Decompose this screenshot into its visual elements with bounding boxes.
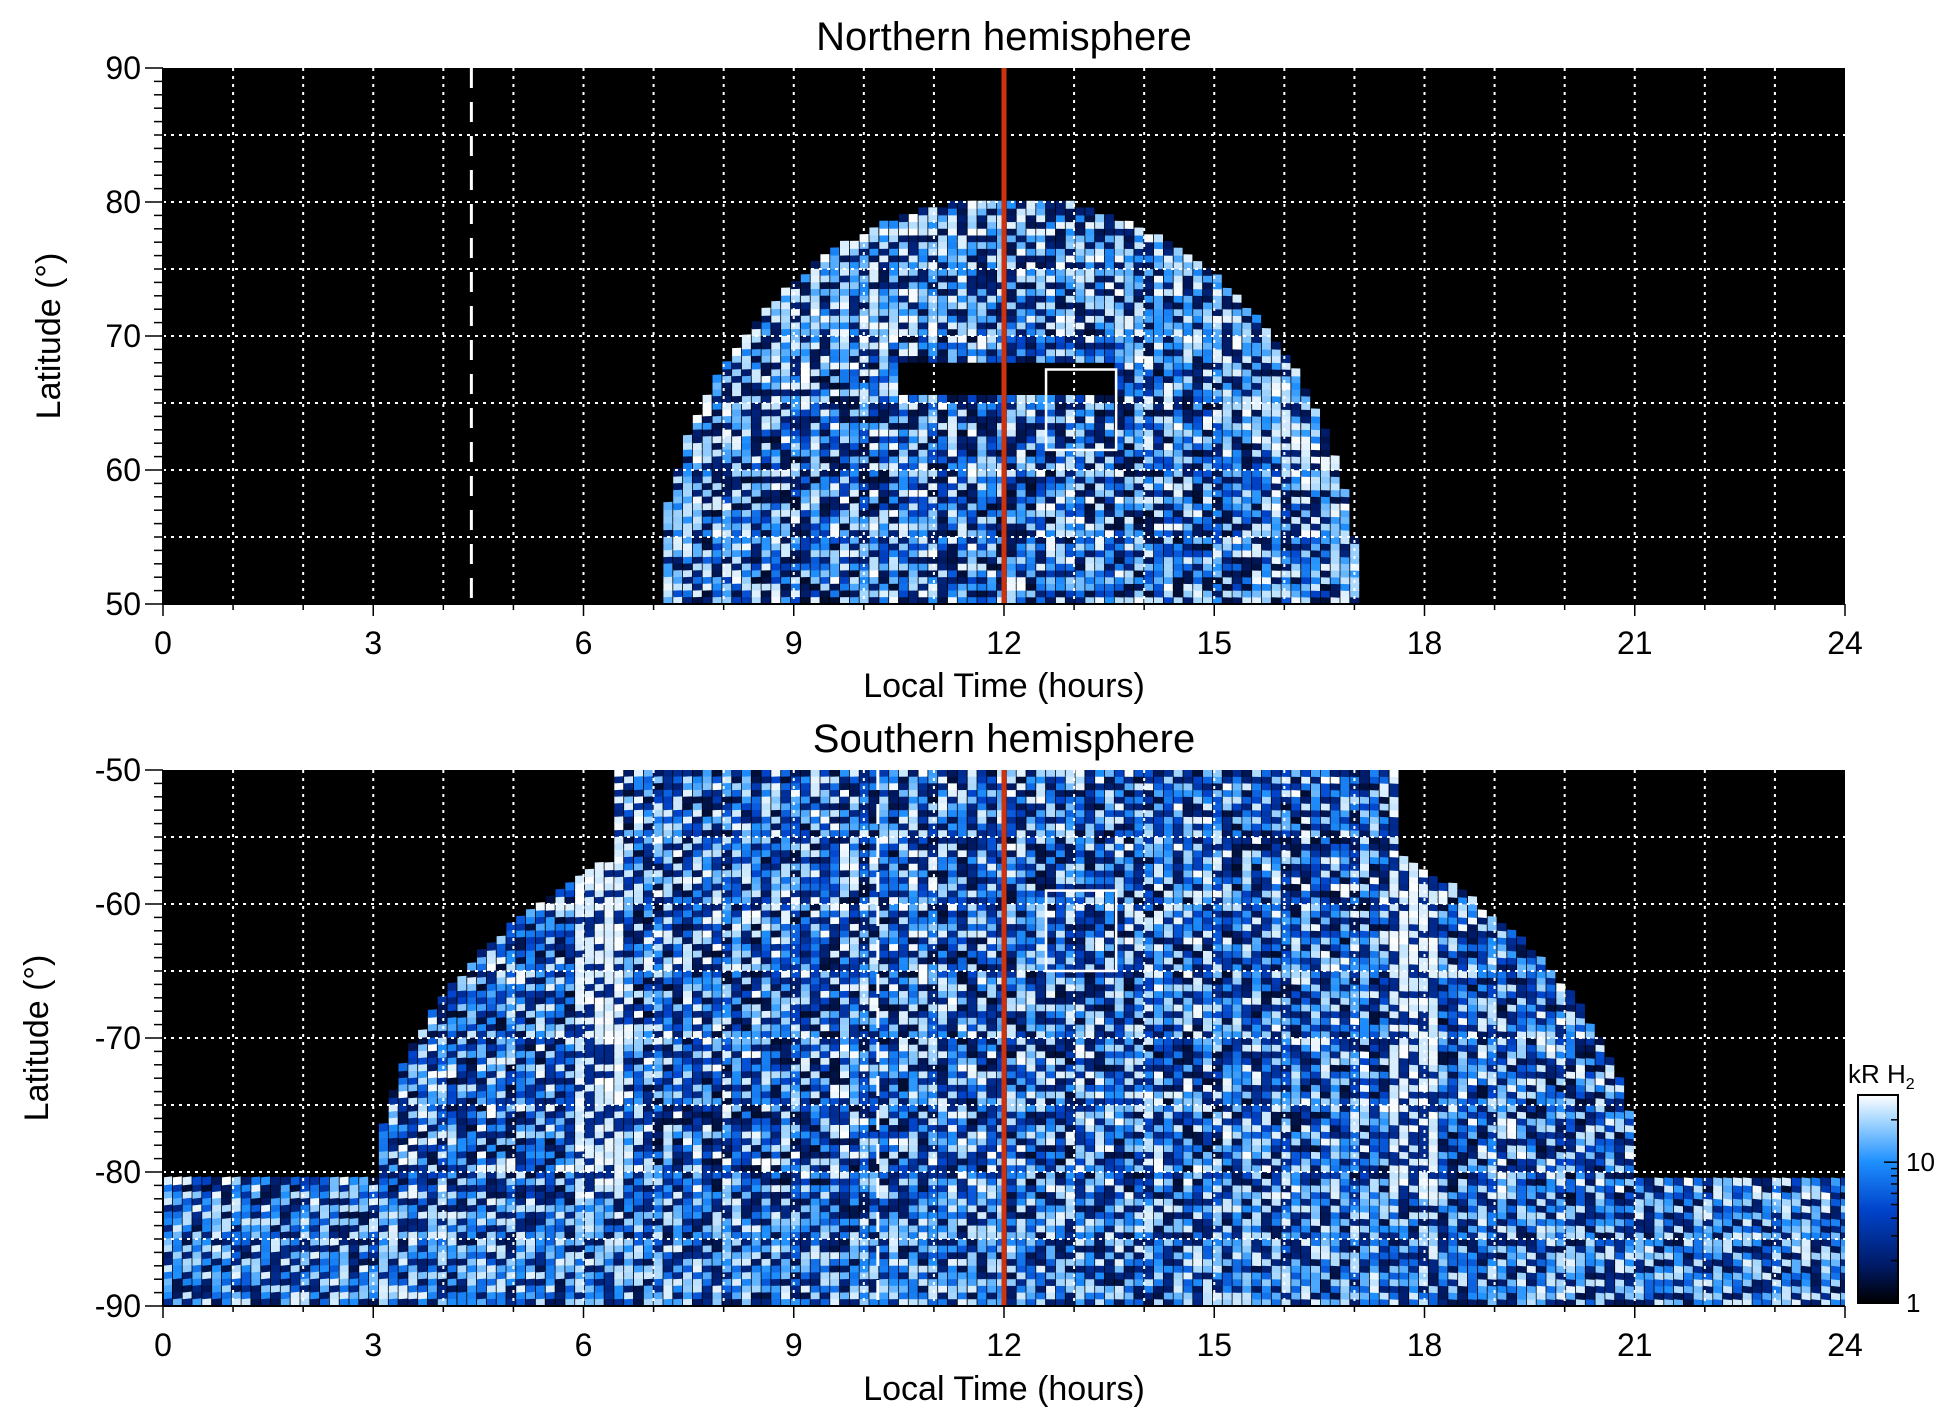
- northern-panel: Northern hemisphere 0 3 6 9 12 15 18 21 24 50 60 70…: [30, 15, 1863, 705]
- south-heatmap: [163, 770, 1845, 1306]
- highlight-box: [1044, 889, 1118, 973]
- y-tick-label: -70: [95, 1020, 141, 1056]
- x-tick-label: 0: [154, 1327, 172, 1363]
- south-title: Southern hemisphere: [813, 717, 1195, 761]
- x-tick-label: 3: [364, 1327, 382, 1363]
- x-tick-label: 24: [1827, 1327, 1863, 1363]
- north-axes: 0 3 6 9 12 15 18 21 24 50 60 70 80 90: [105, 50, 1862, 661]
- x-tick-label: 21: [1617, 1327, 1653, 1363]
- north-overlays: [469, 68, 1118, 604]
- y-tick-label: -50: [95, 752, 141, 788]
- x-tick-label: 12: [986, 625, 1022, 661]
- colorbar-tick-label: 1: [1906, 1288, 1920, 1318]
- x-tick-label: 18: [1407, 625, 1443, 661]
- y-tick-label: -60: [95, 886, 141, 922]
- y-tick-label: 80: [105, 184, 141, 220]
- x-tick-label: 12: [986, 1327, 1022, 1363]
- y-tick-label: 50: [105, 586, 141, 622]
- south-axes: 0 3 6 9 12 15 18 21 24 -90 -80 -70 -60 -50: [95, 752, 1863, 1363]
- y-tick-label: 60: [105, 452, 141, 488]
- north-xlabel: Local Time (hours): [863, 667, 1145, 705]
- colorbar-label: kR H2: [1848, 1059, 1915, 1093]
- y-tick-label: -80: [95, 1154, 141, 1190]
- south-overlays: [876, 770, 1118, 1306]
- y-tick-label: -90: [95, 1288, 141, 1324]
- x-tick-label: 9: [785, 1327, 803, 1363]
- y-tick-label: 70: [105, 318, 141, 354]
- x-tick-label: 6: [575, 625, 593, 661]
- colorbar: kR H2 1 10: [1848, 1059, 1935, 1318]
- colorbar-gradient: [1857, 1094, 1899, 1304]
- highlight-box: [1044, 368, 1118, 452]
- x-tick-label: 6: [575, 1327, 593, 1363]
- x-tick-label: 21: [1617, 625, 1653, 661]
- x-tick-label: 24: [1827, 625, 1863, 661]
- colorbar-tick-label: 10: [1906, 1147, 1935, 1177]
- x-tick-label: 15: [1196, 625, 1232, 661]
- y-tick-label: 90: [105, 50, 141, 86]
- x-tick-label: 0: [154, 625, 172, 661]
- x-tick-label: 3: [364, 625, 382, 661]
- x-tick-label: 18: [1407, 1327, 1443, 1363]
- north-title: Northern hemisphere: [816, 15, 1192, 59]
- x-tick-label: 9: [785, 625, 803, 661]
- north-ylabel: Latitude (°): [30, 253, 68, 420]
- south-ylabel: Latitude (°): [18, 955, 56, 1122]
- x-tick-label: 15: [1196, 1327, 1232, 1363]
- southern-panel: Southern hemisphere 0 3 6 9 12 15 18 21 24 -90 -80…: [18, 717, 1863, 1408]
- north-heatmap: [663, 200, 1360, 604]
- south-xlabel: Local Time (hours): [863, 1370, 1145, 1408]
- colorbar-ticks: 1 10: [1884, 1094, 1935, 1318]
